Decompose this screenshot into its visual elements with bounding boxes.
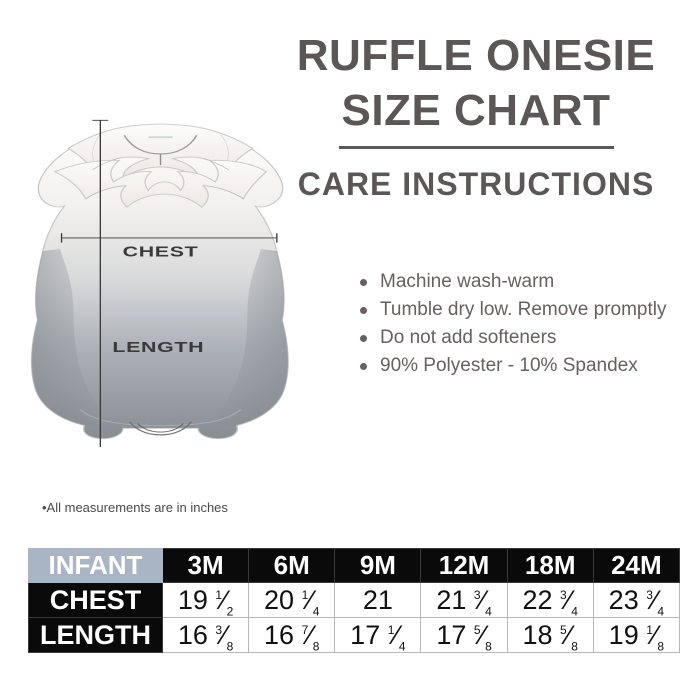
svg-text:LENGTH: LENGTH: [112, 338, 204, 355]
svg-text:CHEST: CHEST: [123, 243, 199, 260]
